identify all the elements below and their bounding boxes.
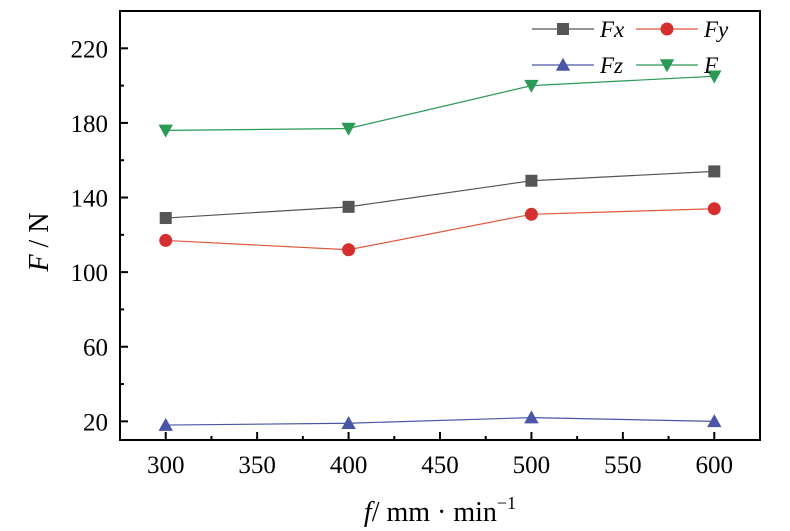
- point-fy: [159, 233, 173, 247]
- point-f: [524, 79, 539, 93]
- y-axis: 20 60 100 140 180 220: [71, 10, 128, 436]
- legend-marker-fz: [555, 57, 571, 71]
- legend-marker-fy: [660, 22, 674, 36]
- legend-label-fx: Fx: [599, 17, 625, 42]
- series-line-fy: [165, 208, 715, 251]
- y-tick-label: 220: [71, 36, 109, 63]
- x-tick-label: 600: [696, 452, 734, 479]
- point-fy: [707, 202, 721, 216]
- legend-item-fz: Fz: [532, 53, 623, 78]
- legend-marker-f: [659, 59, 675, 73]
- series-fx: [159, 165, 721, 225]
- point-fy: [342, 243, 356, 257]
- y-tick-label: 20: [83, 409, 108, 436]
- legend-item-fy: Fy: [636, 17, 729, 42]
- legend-item-f: F: [636, 53, 719, 78]
- y-tick-label: 140: [71, 186, 109, 213]
- x-tick-label: 400: [330, 452, 368, 479]
- y-axis-title: F / N: [24, 212, 55, 272]
- series-layer: [158, 70, 722, 431]
- x-tick-label: 500: [513, 452, 551, 479]
- point-fz: [158, 417, 173, 431]
- legend-label-fy: Fy: [703, 17, 729, 42]
- legend-marker-fx: [557, 23, 569, 35]
- point-fx: [708, 165, 721, 178]
- point-fy: [524, 207, 538, 221]
- point-fz: [524, 410, 539, 424]
- x-tick-label: 550: [604, 452, 642, 479]
- y-tick-label: 100: [71, 260, 109, 287]
- point-f: [707, 70, 722, 84]
- series-f: [158, 70, 722, 138]
- series-line-fz: [165, 417, 715, 426]
- plot-area: [119, 10, 761, 441]
- point-fx: [159, 212, 172, 225]
- point-f: [158, 124, 173, 138]
- legend-label-fz: Fz: [599, 53, 623, 78]
- legend-label-f: F: [703, 53, 719, 78]
- plot-frame: [119, 10, 761, 441]
- x-tick-label: 300: [147, 452, 185, 479]
- y-tick-label: 180: [71, 111, 109, 138]
- series-fz: [158, 410, 722, 431]
- point-fx: [525, 174, 538, 187]
- x-tick-label: 450: [421, 452, 459, 479]
- x-axis-title: f/ mm · min−1: [364, 493, 516, 528]
- point-fx: [342, 200, 355, 213]
- point-f: [341, 122, 356, 136]
- y-tick-label: 60: [83, 335, 108, 362]
- series-line-fx: [165, 170, 715, 219]
- series-fy: [159, 202, 721, 257]
- point-fz: [341, 416, 356, 429]
- x-axis: 300 350 400 450 500 550 600: [119, 432, 761, 479]
- x-tick-label: 350: [238, 452, 276, 479]
- series-line-f: [165, 75, 715, 131]
- point-fz: [707, 414, 722, 428]
- legend-item-fx: Fx: [532, 17, 625, 42]
- legend: Fx Fy Fz F: [532, 17, 729, 78]
